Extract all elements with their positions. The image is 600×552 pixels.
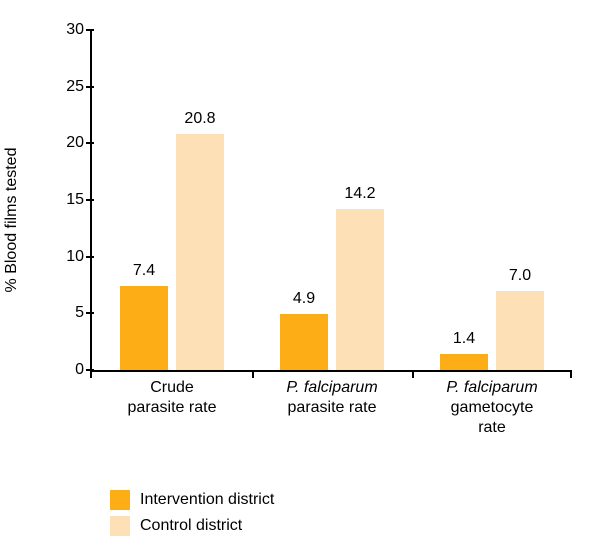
bar-value-label: 14.2 <box>344 185 375 203</box>
bar-intervention: 1.4 <box>440 354 488 370</box>
legend-swatch <box>110 516 130 536</box>
bar-value-label: 4.9 <box>293 290 315 308</box>
bar-control: 7.0 <box>496 291 544 370</box>
y-axis-label: % Blood films tested <box>3 148 21 293</box>
y-tick: 0 <box>44 361 92 379</box>
y-tick: 30 <box>44 21 92 39</box>
y-tick: 15 <box>44 191 92 209</box>
bar-control: 20.8 <box>176 134 224 370</box>
y-tick: 5 <box>44 304 92 322</box>
bar-value-label: 1.4 <box>453 330 475 348</box>
legend-item: Intervention district <box>110 490 580 510</box>
bar-group: 1.47.0P. falciparumgametocyterate <box>412 30 572 370</box>
bar-intervention: 4.9 <box>280 314 328 370</box>
legend-item: Control district <box>110 516 580 536</box>
legend-label: Control district <box>140 517 242 535</box>
bar-value-label: 20.8 <box>184 110 215 128</box>
y-tick: 25 <box>44 78 92 96</box>
y-tick: 20 <box>44 134 92 152</box>
legend-swatch <box>110 490 130 510</box>
x-axis-label: P. falciparumgametocyterate <box>412 370 572 438</box>
bar-value-label: 7.4 <box>133 262 155 280</box>
bar-group: 4.914.2P. falciparumparasite rate <box>252 30 412 370</box>
bar-control: 14.2 <box>336 209 384 370</box>
chart: % Blood films tested 0510152025307.420.8… <box>40 20 580 420</box>
y-tick: 10 <box>44 248 92 266</box>
bar-value-label: 7.0 <box>509 267 531 285</box>
x-axis-label: P. falciparumparasite rate <box>252 370 412 418</box>
chart-container: % Blood films tested 0510152025307.420.8… <box>0 0 600 552</box>
plot-area: 0510152025307.420.8Crudeparasite rate4.9… <box>90 30 572 372</box>
legend: Intervention district Control district <box>110 490 580 536</box>
x-axis-label: Crudeparasite rate <box>92 370 252 418</box>
bar-intervention: 7.4 <box>120 286 168 370</box>
bar-group: 7.420.8Crudeparasite rate <box>92 30 252 370</box>
legend-label: Intervention district <box>140 491 274 509</box>
